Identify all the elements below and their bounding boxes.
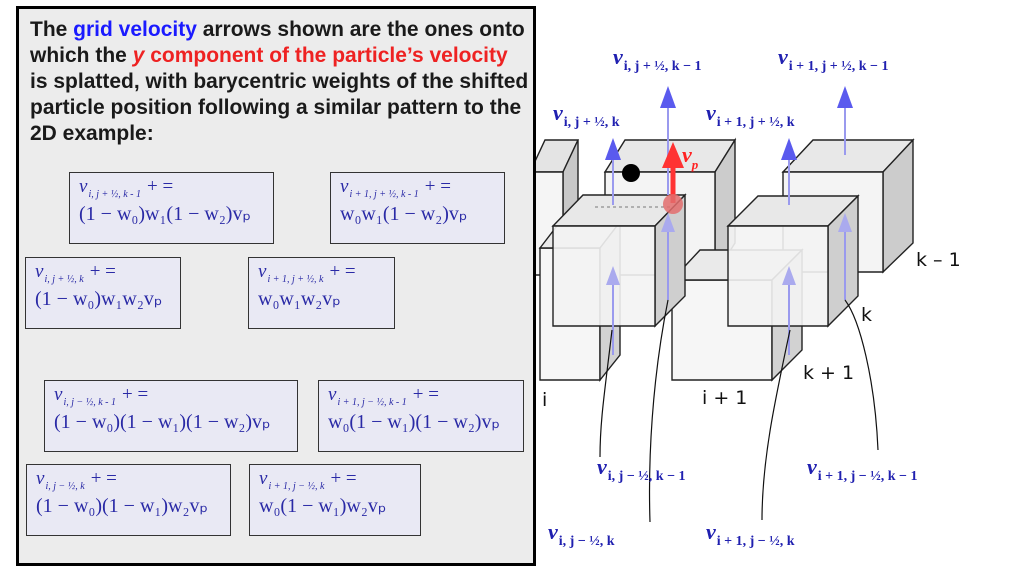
y-term: y [132,44,145,67]
velocity-label-ip1-jp-k: vi + 1, j + ½, k [706,100,795,130]
formula-box-4: vi + 1, j + ½, k + = w₀w₁w₂vₚ [248,257,395,329]
formula-lhs: vi + 1, j + ½, k - 1 + = [340,176,451,200]
y-component-term: component of the particle’s velocity [144,44,508,67]
formula-rhs: w₀(1 − w₁)w₂vₚ [259,495,387,517]
formula-box-7: vi, j − ½, k + = (1 − w₀)(1 − w₁)w₂vₚ [26,464,231,536]
grid-arrow-heads [605,86,853,160]
label-k-plus-1: k + 1 [803,362,855,384]
formula-box-8: vi + 1, j − ½, k + = w₀(1 − w₁)w₂vₚ [249,464,421,536]
label-i-plus-1: i + 1 [702,387,748,409]
cube-middle-right [726,194,860,328]
arrowhead [781,138,797,160]
leader-lines [599,299,879,523]
grid-arrow-heads-light [606,213,852,285]
velocity-label-ip1-jm-km1: vi + 1, j − ½, k − 1 [807,454,918,484]
intro-text: The grid velocity arrows shown are the o… [30,18,529,145]
arrowhead [782,266,796,285]
cube-middle-center [551,193,687,328]
formula-lhs: vi, j − ½, k + = [36,468,117,492]
formula-rhs: w₀w₁(1 − w₂)vₚ [340,203,468,225]
shifted-position-dot [622,164,640,182]
velocity-label-ip1-jp-km1: vi + 1, j + ½, k − 1 [778,44,889,74]
formula-rhs: (1 − w₀)(1 − w₁)w₂vₚ [36,495,209,517]
arrowhead [605,138,621,160]
formula-lhs: vi, j − ½, k - 1 + = [54,384,149,408]
arrowhead [838,213,852,232]
formula-box-5: vi, j − ½, k - 1 + = (1 − w₀)(1 − w₁)(1 −… [44,380,298,452]
formula-rhs: w₀(1 − w₁)(1 − w₂)vₚ [328,411,501,433]
velocity-label-i-jm-km1: vi, j − ½, k − 1 [597,454,686,484]
arrowhead [837,86,853,108]
velocity-label-i-jm-k: vi, j − ½, k [548,519,615,549]
formula-rhs: (1 − w₀)(1 − w₁)(1 − w₂)vₚ [54,411,271,433]
particle-velocity-label: vp [682,142,699,172]
label-k: k [861,304,873,326]
formula-lhs: vi + 1, j − ½, k + = [259,468,357,492]
velocity-label-i-jp-k: vi, j + ½, k [553,100,620,130]
formula-lhs: vi, j + ½, k - 1 + = [79,176,174,200]
particle-velocity-arrowhead [662,142,684,168]
formula-rhs: (1 − w₀)w₁w₂vₚ [35,288,163,310]
particle-dot [663,194,683,214]
arrowhead [660,86,676,108]
grid-velocity-arrows [612,108,846,355]
arrowhead [606,266,620,285]
formula-rhs: w₀w₁w₂vₚ [258,288,341,310]
formula-lhs: vi + 1, j + ½, k + = [258,261,356,285]
explanation-panel: The grid velocity arrows shown are the o… [16,6,536,566]
formula-box-1: vi, j + ½, k - 1 + = (1 − w₀)w₁(1 − w₂)vₚ [69,172,274,244]
label-i: i [542,389,548,411]
arrowhead [661,213,675,232]
formula-box-2: vi + 1, j + ½, k - 1 + = w₀w₁(1 − w₂)vₚ [330,172,505,244]
formula-lhs: vi + 1, j − ½, k - 1 + = [328,384,439,408]
grid-velocity-term: grid velocity [73,18,197,41]
velocity-label-ip1-jm-k: vi + 1, j − ½, k [706,519,795,549]
formula-rhs: (1 − w₀)w₁(1 − w₂)vₚ [79,203,252,225]
velocity-label-i-jp-km1: vi, j + ½, k − 1 [613,44,702,74]
label-k-minus-1: k – 1 [916,249,961,271]
formula-lhs: vi, j + ½, k + = [35,261,116,285]
formula-box-3: vi, j + ½, k + = (1 − w₀)w₁w₂vₚ [25,257,181,329]
formula-box-6: vi + 1, j − ½, k - 1 + = w₀(1 − w₁)(1 − w… [318,380,524,452]
